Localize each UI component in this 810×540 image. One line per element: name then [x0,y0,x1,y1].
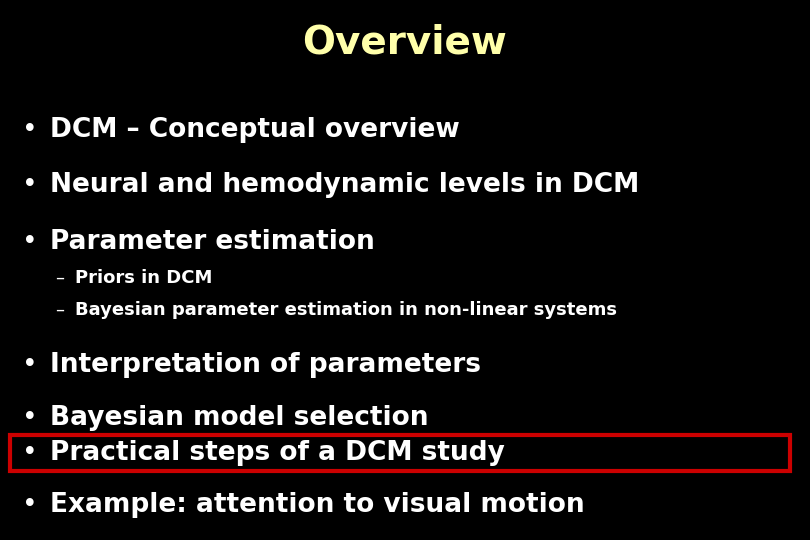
Text: •: • [22,117,38,143]
Text: Interpretation of parameters: Interpretation of parameters [50,352,481,378]
Text: Practical steps of a DCM study: Practical steps of a DCM study [50,440,505,466]
Text: •: • [22,492,38,518]
Text: DCM – Conceptual overview: DCM – Conceptual overview [50,117,460,143]
Text: –: – [56,269,65,287]
Text: Priors in DCM: Priors in DCM [75,269,212,287]
Text: •: • [22,352,38,378]
Text: •: • [22,172,38,198]
Bar [10,435,790,471]
Text: Parameter estimation: Parameter estimation [50,229,375,255]
Text: –: – [56,301,65,319]
Text: Example: attention to visual motion: Example: attention to visual motion [50,492,585,518]
Text: Bayesian model selection: Bayesian model selection [50,405,428,431]
Text: •: • [22,229,38,255]
Text: •: • [22,440,38,466]
Text: Overview: Overview [303,23,507,61]
Text: Neural and hemodynamic levels in DCM: Neural and hemodynamic levels in DCM [50,172,639,198]
Text: Bayesian parameter estimation in non-linear systems: Bayesian parameter estimation in non-lin… [75,301,617,319]
Text: •: • [22,405,38,431]
